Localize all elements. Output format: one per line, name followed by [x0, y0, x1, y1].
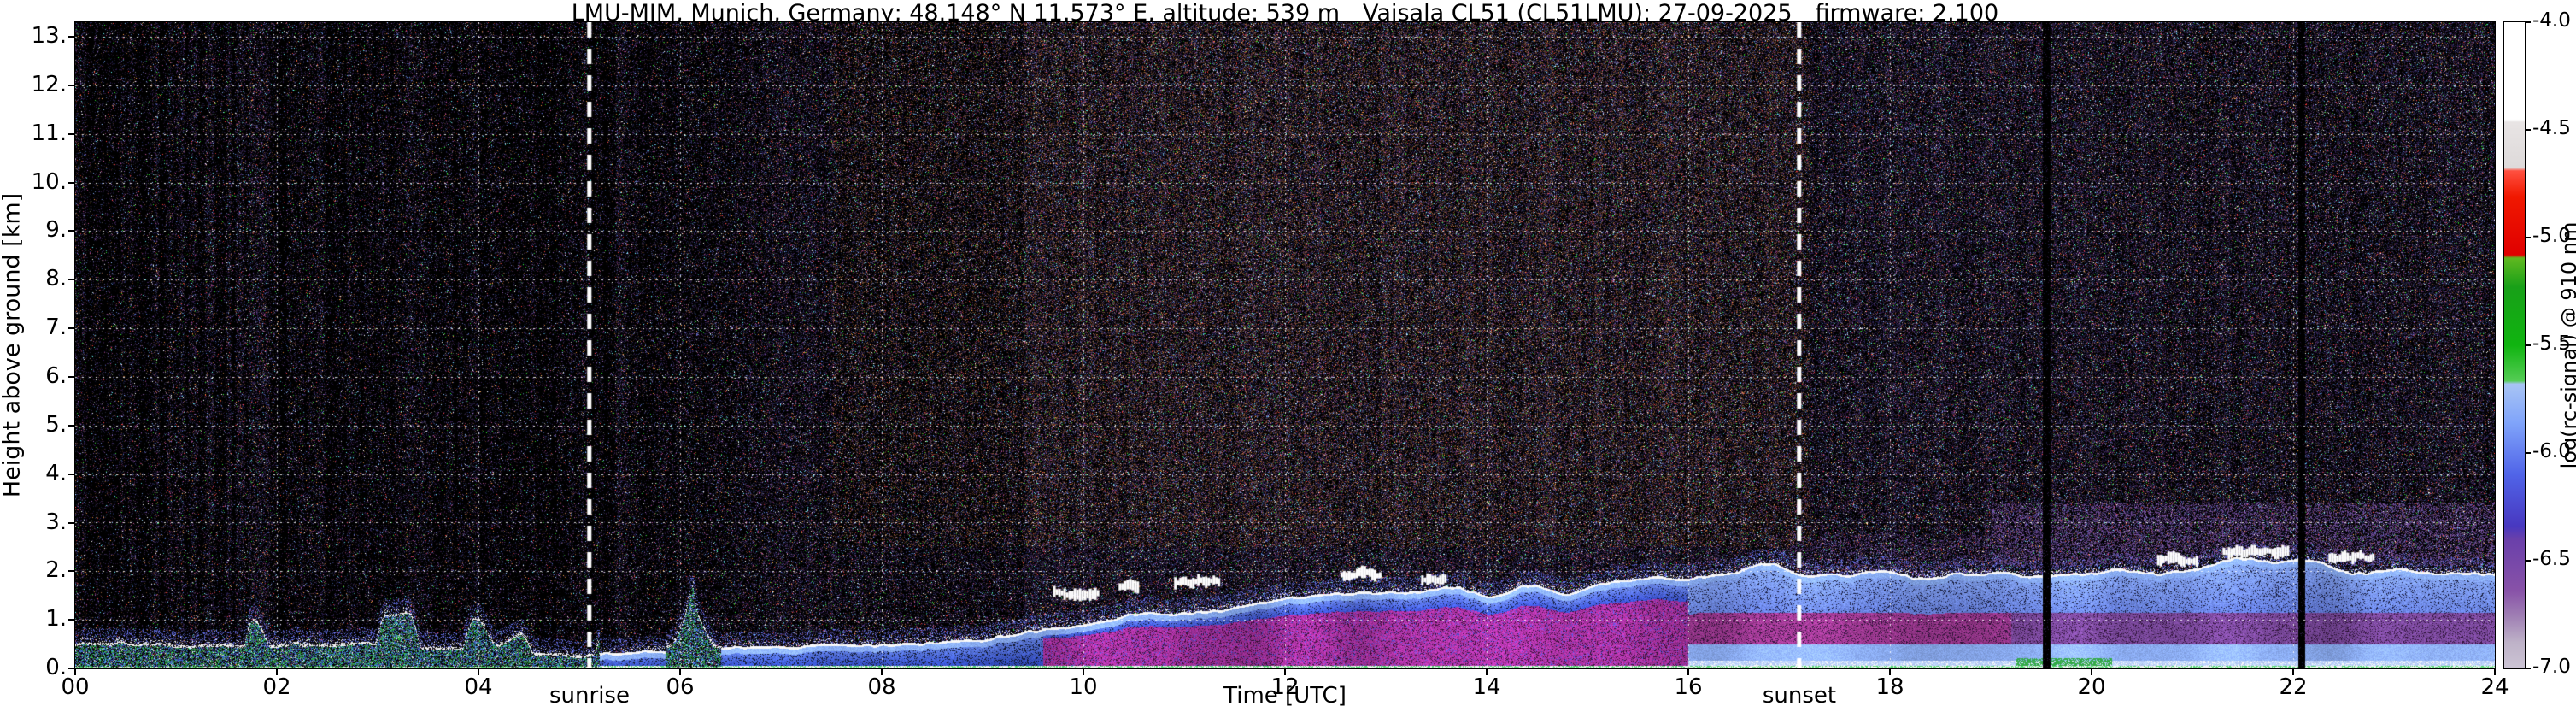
x-tick-label: 04 — [464, 674, 493, 700]
y-tick-label: 6. — [45, 363, 67, 389]
ceilometer-heatmap-canvas — [75, 22, 2495, 668]
y-tick-2 — [68, 570, 74, 572]
x-tick-label: 12 — [1270, 674, 1300, 700]
y-tick-13 — [68, 36, 74, 38]
y-tick-0 — [68, 668, 74, 669]
x-tick-22 — [2292, 669, 2294, 675]
y-tick-label: 8. — [45, 266, 67, 291]
colorbar-tick-label: -4.5 — [2532, 117, 2571, 139]
x-tick-label: 24 — [2480, 674, 2509, 700]
x-tick-20 — [2091, 669, 2092, 675]
colorbar-axis-label: log(rc-signal) @ 910 nm — [2557, 221, 2576, 469]
y-tick-8 — [68, 279, 74, 280]
colorbar-tick — [2526, 452, 2531, 454]
y-tick-6 — [68, 376, 74, 378]
plot-area — [74, 21, 2496, 669]
x-tick-label: 20 — [2077, 674, 2106, 700]
x-tick-label: 02 — [262, 674, 291, 700]
y-tick-5 — [68, 425, 74, 427]
y-tick-label: 12. — [31, 72, 67, 97]
x-tick-06 — [679, 669, 681, 675]
y-tick-12 — [68, 85, 74, 86]
x-tick-24 — [2494, 669, 2496, 675]
x-tick-label: 18 — [1875, 674, 1904, 700]
y-tick-label: 10. — [31, 169, 67, 195]
colorbar — [2503, 21, 2526, 669]
y-tick-label: 2. — [45, 557, 67, 583]
x-tick-16 — [1687, 669, 1689, 675]
y-tick-label: 9. — [45, 217, 67, 243]
y-tick-3 — [68, 522, 74, 524]
y-tick-label: 3. — [45, 509, 67, 535]
x-tick-label: 10 — [1069, 674, 1098, 700]
y-tick-1 — [68, 619, 74, 621]
x-tick-label: 14 — [1472, 674, 1501, 700]
y-tick-4 — [68, 474, 74, 475]
colorbar-tick-label: -5.0 — [2532, 225, 2571, 247]
colorbar-tick-label: -6.0 — [2532, 440, 2571, 462]
sunrise-label: sunrise — [549, 683, 630, 706]
colorbar-tick — [2526, 668, 2531, 669]
x-tick-label: 08 — [867, 674, 896, 700]
x-tick-00 — [74, 669, 76, 675]
y-tick-label: 1. — [45, 606, 67, 632]
colorbar-tick — [2526, 237, 2531, 238]
colorbar-tick-label: -4.0 — [2532, 9, 2571, 32]
colorbar-tick-label: -5.5 — [2532, 332, 2571, 355]
colorbar-tick — [2526, 129, 2531, 131]
colorbar-gradient — [2504, 22, 2525, 668]
x-tick-label: 00 — [61, 674, 90, 700]
y-tick-label: 13. — [31, 23, 67, 49]
y-tick-10 — [68, 182, 74, 184]
x-tick-14 — [1486, 669, 1488, 675]
y-tick-label: 0. — [45, 655, 67, 680]
y-tick-label: 11. — [31, 121, 67, 146]
y-tick-9 — [68, 230, 74, 232]
x-tick-12 — [1284, 669, 1286, 675]
colorbar-tick-label: -7.0 — [2532, 656, 2571, 678]
sunset-label: sunset — [1762, 683, 1837, 706]
x-tick-08 — [881, 669, 883, 675]
x-tick-label: 22 — [2279, 674, 2308, 700]
colorbar-tick — [2526, 344, 2531, 346]
x-tick-18 — [1889, 669, 1891, 675]
y-tick-7 — [68, 327, 74, 329]
x-tick-02 — [276, 669, 278, 675]
y-tick-label: 4. — [45, 461, 67, 486]
y-tick-label: 7. — [45, 315, 67, 340]
y-tick-11 — [68, 133, 74, 135]
x-tick-label: 16 — [1674, 674, 1703, 700]
x-tick-label: 06 — [666, 674, 695, 700]
colorbar-tick — [2526, 21, 2531, 23]
x-tick-10 — [1083, 669, 1084, 675]
colorbar-tick — [2526, 560, 2531, 562]
colorbar-tick-label: -6.5 — [2532, 548, 2571, 570]
x-tick-04 — [478, 669, 479, 675]
y-axis-label: Height above ground [km] — [0, 192, 26, 498]
y-tick-label: 5. — [45, 412, 67, 438]
x-axis-label: Time [UTC] — [1223, 683, 1347, 706]
